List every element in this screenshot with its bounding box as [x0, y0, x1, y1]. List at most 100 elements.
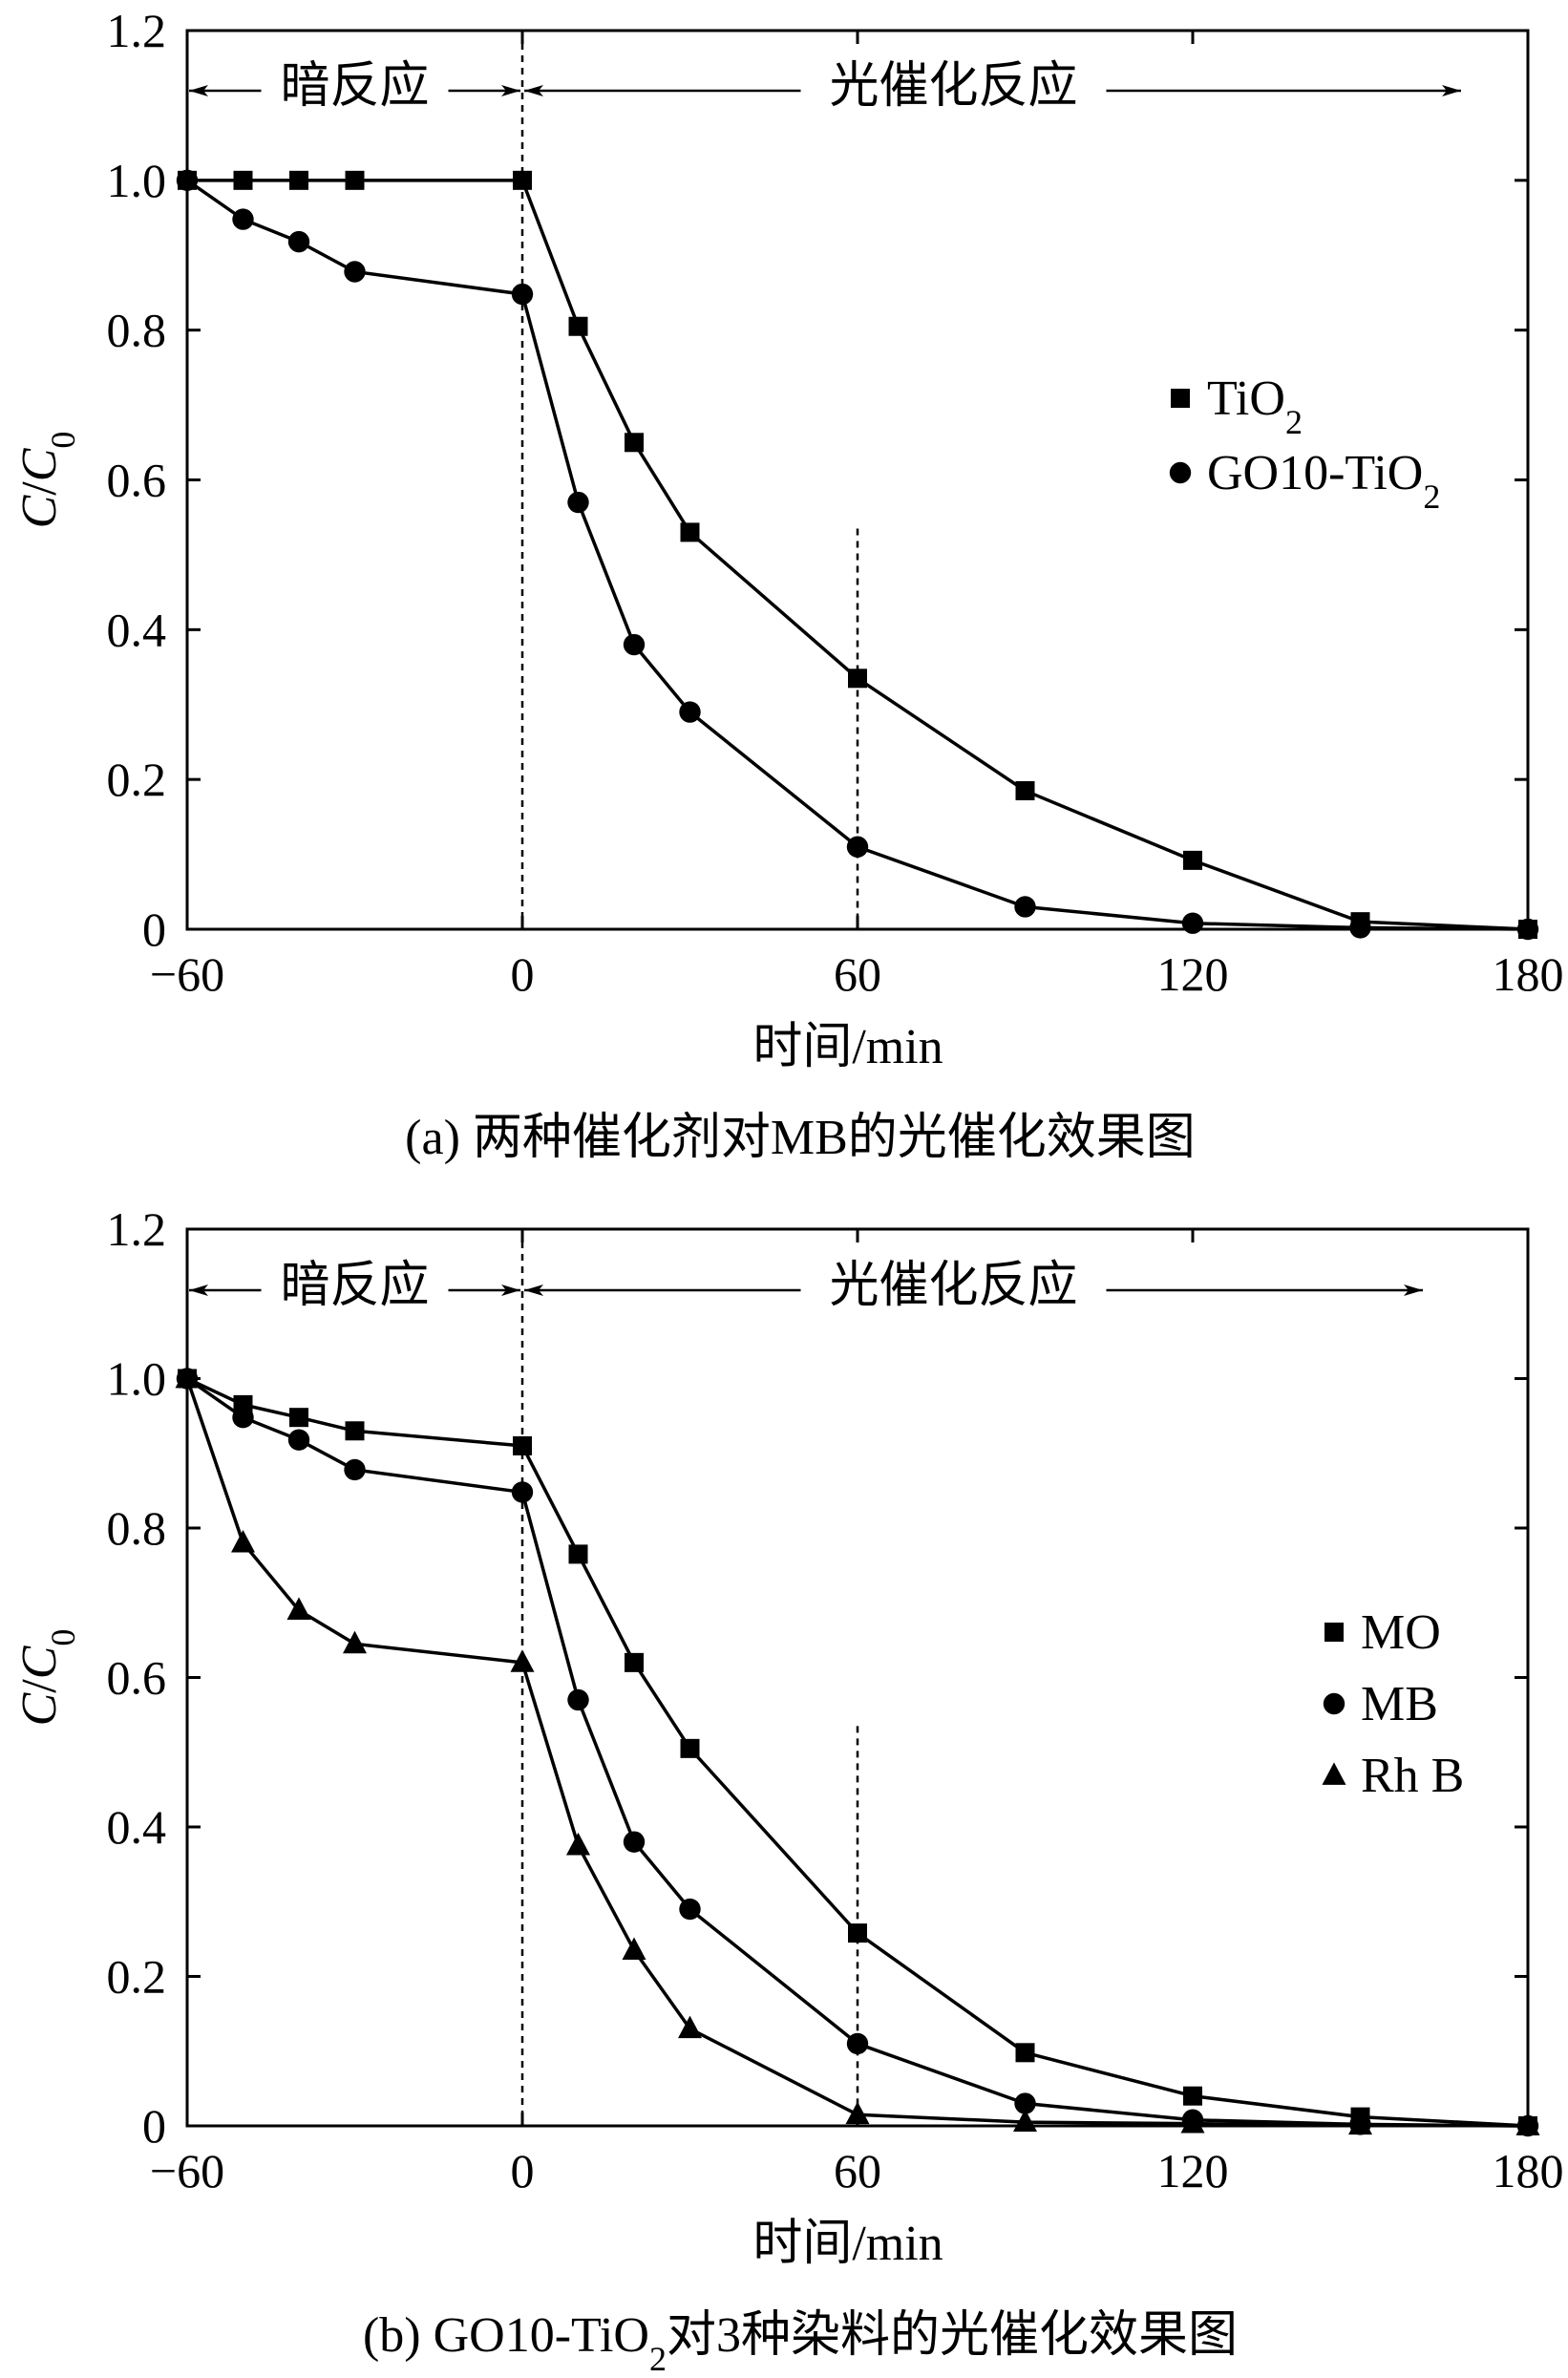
- data-point-mb: [567, 1688, 589, 1711]
- y-tick-label: 1.0: [107, 154, 167, 207]
- legend-label-subscript: 2: [1285, 403, 1303, 441]
- y-label-numerator: C: [12, 494, 67, 528]
- data-point-go10-tio2: [1516, 918, 1539, 941]
- y-label-denominator: C: [12, 1645, 67, 1679]
- data-point-tio2: [680, 522, 700, 542]
- legend-label-subscript: 2: [1423, 478, 1440, 516]
- legend-label: GO10-TiO2: [1207, 446, 1440, 516]
- y-label-numerator: C: [12, 1691, 67, 1726]
- y-tick-label: 1.2: [107, 1202, 167, 1256]
- y-label-slash: /: [12, 481, 67, 496]
- x-axis-label: 时间/min: [752, 2217, 943, 2271]
- dark-reaction-label: 暗反应: [280, 59, 429, 114]
- phase-annotation: 暗反应 光催化反应: [189, 59, 1461, 114]
- x-axis-label: 时间/min: [752, 1020, 943, 1074]
- data-point-go10-tio2: [623, 633, 646, 656]
- y-tick-label: 0.6: [107, 454, 167, 507]
- y-axis-label: C/C0: [12, 1629, 82, 1727]
- data-point-rh-b: [845, 2101, 870, 2125]
- x-tick-label: 0: [511, 947, 535, 1001]
- data-point-mo: [289, 1408, 308, 1428]
- data-series: [175, 1365, 1540, 2137]
- y-label-denominator: C: [12, 447, 67, 481]
- data-point-rh-b: [1180, 2111, 1205, 2134]
- data-point-tio2: [513, 170, 532, 190]
- legend-label-main: TiO: [1207, 372, 1285, 426]
- data-point-tio2: [345, 170, 365, 190]
- data-point-go10-tio2: [344, 261, 366, 283]
- data-point-mo: [1183, 2086, 1202, 2106]
- data-point-go10-tio2: [176, 169, 199, 192]
- photocatalytic-reaction-label: 光催化反应: [829, 1259, 1077, 1313]
- y-tick-label: 0: [142, 2099, 166, 2153]
- legend-marker-rh-b: [1322, 1762, 1346, 1785]
- data-point-rh-b: [566, 1832, 590, 1856]
- y-tick-label: 0.2: [107, 753, 167, 806]
- data-point-mo: [1015, 2043, 1035, 2063]
- y-tick-label: 0.8: [107, 1501, 167, 1555]
- data-point-rh-b: [1013, 2109, 1037, 2132]
- y-label-slash: /: [12, 1679, 67, 1693]
- y-tick-label: 0.6: [107, 1651, 167, 1705]
- panel-caption: (a) 两种催化剂对MB的光催化效果图: [405, 1111, 1196, 1165]
- data-point-rh-b: [231, 1530, 255, 1553]
- data-point-mb: [1014, 2092, 1036, 2114]
- legend-label: MB: [1361, 1677, 1438, 1731]
- y-label-subscript: 0: [44, 1629, 82, 1646]
- y-tick-label: 0.2: [107, 1950, 167, 2004]
- data-point-rh-b: [175, 1365, 200, 1389]
- caption-subscript: 2: [649, 2340, 667, 2378]
- data-point-go10-tio2: [846, 836, 869, 858]
- caption-suffix: 对3种染料的光催化效果图: [667, 2308, 1238, 2363]
- legend-label: TiO2: [1207, 372, 1303, 441]
- y-tick-label: 0.8: [107, 304, 167, 357]
- data-point-mb: [511, 1481, 534, 1503]
- x-tick-label: −60: [150, 2144, 224, 2198]
- legend-marker-tio2: [1171, 389, 1190, 408]
- legend-label-main: Rh B: [1361, 1749, 1464, 1803]
- dark-reaction-label: 暗反应: [280, 1259, 429, 1313]
- x-tick-label: 60: [834, 2144, 881, 2198]
- legend-label-main: MO: [1361, 1605, 1441, 1660]
- data-point-mo: [680, 1738, 700, 1758]
- data-point-go10-tio2: [1349, 917, 1371, 939]
- data-point-mb: [344, 1458, 366, 1481]
- panel-caption: (b) GO10-TiO2对3种染料的光催化效果图: [363, 2308, 1238, 2378]
- data-point-go10-tio2: [1014, 896, 1036, 918]
- data-point-tio2: [848, 669, 867, 689]
- legend-label: MO: [1361, 1605, 1441, 1660]
- data-point-mb: [623, 1831, 646, 1853]
- data-point-mo: [345, 1421, 365, 1441]
- data-point-mo: [625, 1652, 644, 1672]
- x-tick-label: −60: [150, 947, 224, 1001]
- data-point-mb: [679, 1898, 701, 1921]
- data-point-mb: [846, 2032, 869, 2055]
- data-point-go10-tio2: [511, 283, 534, 306]
- legend-marker-go10-tio2: [1169, 461, 1192, 484]
- photocatalytic-reaction-label: 光催化反应: [829, 59, 1077, 114]
- x-tick-label: 120: [1157, 2144, 1229, 2198]
- data-point-go10-tio2: [287, 230, 310, 253]
- y-axis-label: C/C0: [12, 432, 82, 529]
- y-tick-label: 0.4: [107, 1800, 167, 1854]
- data-point-go10-tio2: [232, 208, 254, 230]
- data-point-rh-b: [1348, 2112, 1372, 2135]
- data-point-rh-b: [286, 1597, 311, 1620]
- data-point-go10-tio2: [679, 701, 701, 723]
- data-point-rh-b: [343, 1630, 367, 1654]
- data-series: [176, 169, 1539, 941]
- y-tick-label: 1.2: [107, 4, 167, 57]
- data-point-mb: [232, 1406, 254, 1429]
- data-point-tio2: [233, 170, 253, 190]
- data-point-rh-b: [510, 1649, 535, 1672]
- x-tick-label: 120: [1157, 947, 1229, 1001]
- x-tick-label: 180: [1493, 2144, 1564, 2198]
- data-point-go10-tio2: [567, 491, 589, 514]
- data-point-tio2: [1183, 850, 1202, 870]
